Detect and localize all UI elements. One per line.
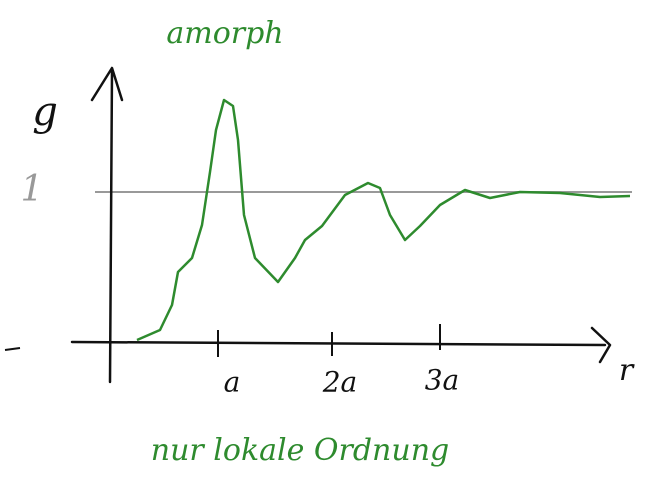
x-tick-label: a — [224, 366, 241, 399]
sketch: amorph 1 g r a 2a 3a nur lokale Ordnung — [0, 0, 651, 486]
caption: nur lokale Ordnung — [151, 433, 449, 468]
x-tick-label: 3a — [425, 364, 460, 397]
x-tick-label: 2a — [322, 366, 358, 399]
y-axis-label: g — [32, 89, 58, 135]
page: amorph 1 g r a 2a 3a nur lokale Ordnung … — [0, 0, 651, 486]
x-axis-label: r — [619, 353, 635, 388]
background — [0, 0, 651, 486]
title: amorph — [166, 16, 283, 51]
y-reference-label: 1 — [21, 169, 44, 210]
